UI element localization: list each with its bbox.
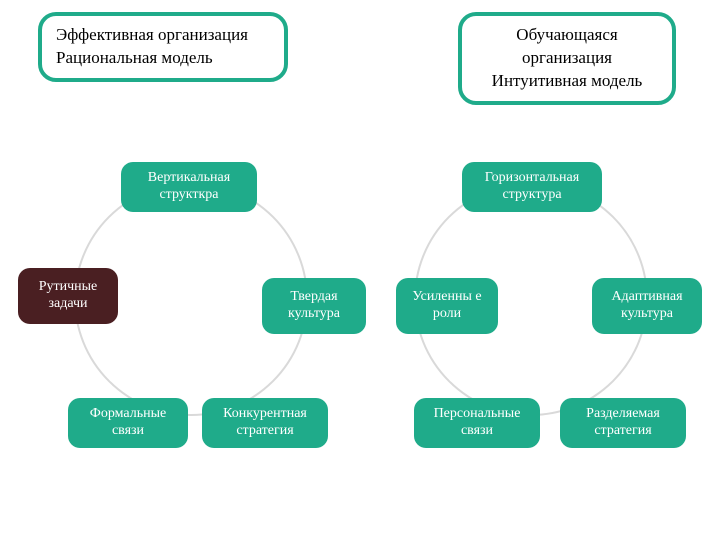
right-node-br: Разделяемая стратегия xyxy=(560,398,686,448)
right-header-line3: Интуитивная модель xyxy=(476,70,658,93)
left-header-line2: Рациональная модель xyxy=(56,47,270,70)
left-node-bl: Формальные связи xyxy=(68,398,188,448)
right-header-line1: Обучающаяся xyxy=(476,24,658,47)
right-node-bl: Персональные связи xyxy=(414,398,540,448)
right-node-left: Усиленны е роли xyxy=(396,278,498,334)
right-header: Обучающаяся организация Интуитивная моде… xyxy=(458,12,676,105)
left-node-right: Твердая культура xyxy=(262,278,366,334)
right-node-right: Адаптивная культура xyxy=(592,278,702,334)
left-node-br: Конкурентная стратегия xyxy=(202,398,328,448)
right-header-line2: организация xyxy=(476,47,658,70)
left-node-top: Вертикальная структкра xyxy=(121,162,257,212)
right-node-top: Горизонтальная структура xyxy=(462,162,602,212)
left-header-line1: Эффективная организация xyxy=(56,24,270,47)
left-node-left: Рутичные задачи xyxy=(18,268,118,324)
left-header: Эффективная организация Рациональная мод… xyxy=(38,12,288,82)
